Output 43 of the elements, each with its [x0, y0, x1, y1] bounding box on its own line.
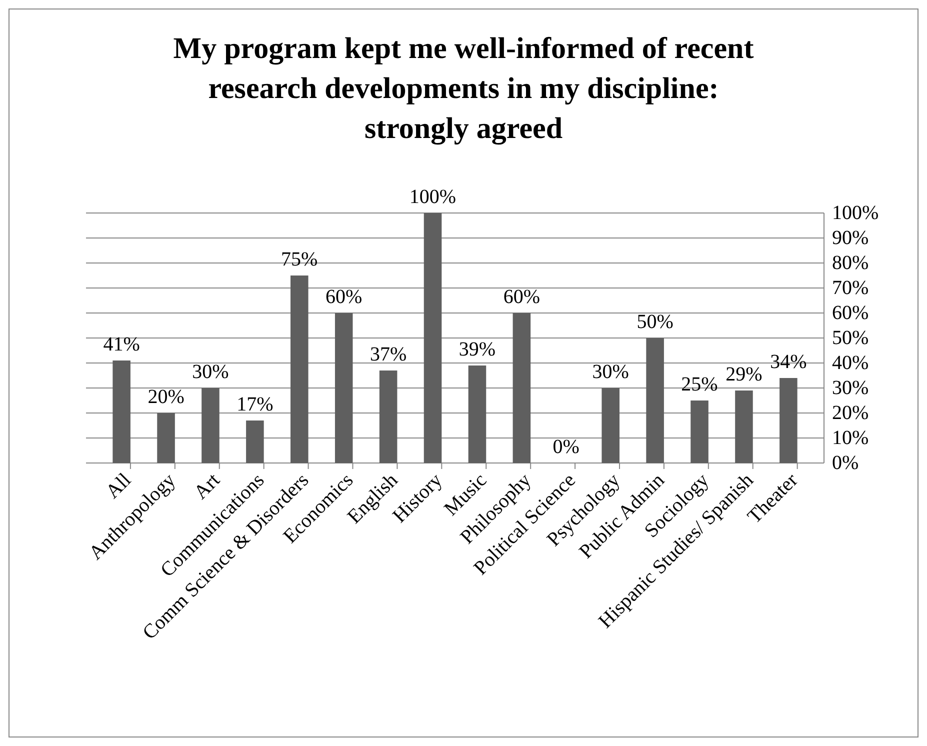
bar	[424, 213, 442, 463]
bar	[334, 313, 353, 463]
data-label: 75%	[281, 248, 318, 270]
y-tick-label: 20%	[832, 402, 869, 424]
data-label: 37%	[370, 344, 407, 366]
data-label: 0%	[552, 436, 580, 458]
bar	[379, 370, 398, 463]
data-label: 30%	[592, 361, 629, 383]
bar	[690, 400, 708, 463]
y-tick-label: 30%	[832, 377, 869, 399]
y-tick-label: 90%	[832, 227, 869, 249]
data-label: 100%	[409, 186, 456, 208]
bar	[202, 388, 220, 463]
bar	[780, 378, 798, 463]
data-label: 50%	[636, 311, 674, 333]
data-label: 30%	[192, 361, 229, 383]
bar	[646, 338, 664, 463]
data-label: 60%	[326, 286, 362, 308]
bar	[112, 360, 130, 463]
data-label: 39%	[458, 338, 496, 360]
y-tick-label: 50%	[832, 327, 869, 349]
y-tick-label: 0%	[832, 452, 859, 474]
y-tick-label: 80%	[832, 252, 869, 274]
y-tick-label: 70%	[832, 277, 869, 299]
bar	[735, 390, 753, 463]
data-label: 20%	[148, 386, 184, 408]
chart-title: My program kept me well-informed of recent research developments in my discipline: strongly agreed	[173, 32, 754, 145]
bar	[602, 388, 620, 463]
y-tick-label: 100%	[832, 202, 879, 224]
bar	[468, 366, 486, 463]
y-tick-label: 40%	[832, 352, 869, 374]
data-label: 34%	[770, 351, 807, 373]
bar	[290, 276, 308, 463]
data-label: 29%	[726, 364, 762, 386]
bar	[157, 413, 175, 463]
y-tick-label: 60%	[832, 302, 869, 324]
bar	[512, 313, 531, 463]
bar	[246, 420, 264, 463]
data-label: 41%	[103, 334, 140, 356]
data-label: 17%	[236, 394, 274, 416]
data-label: 60%	[503, 286, 540, 308]
data-label: 25%	[681, 374, 718, 396]
y-tick-label: 10%	[832, 427, 869, 449]
